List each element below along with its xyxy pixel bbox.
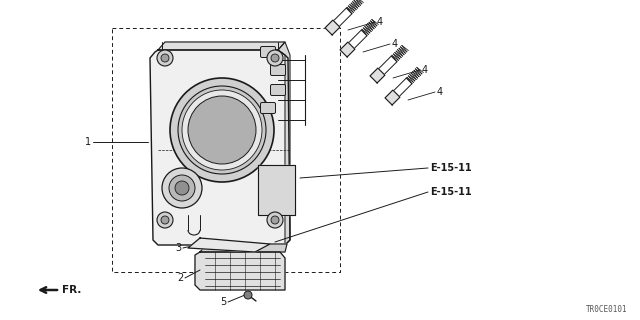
Polygon shape [195, 252, 285, 290]
Circle shape [244, 291, 252, 299]
Circle shape [169, 175, 195, 201]
Circle shape [271, 216, 279, 224]
Text: TR0CE0101: TR0CE0101 [586, 305, 628, 314]
Polygon shape [158, 42, 285, 50]
Text: 4: 4 [377, 17, 383, 27]
Text: 4: 4 [437, 87, 443, 97]
Circle shape [178, 86, 266, 174]
Text: FR.: FR. [62, 285, 81, 295]
Text: 3: 3 [175, 243, 181, 253]
Polygon shape [258, 165, 295, 215]
Circle shape [267, 212, 283, 228]
Circle shape [271, 54, 279, 62]
Text: 4: 4 [422, 65, 428, 75]
Circle shape [161, 54, 169, 62]
Circle shape [157, 50, 173, 66]
Circle shape [175, 181, 189, 195]
Circle shape [170, 78, 274, 182]
Circle shape [161, 216, 169, 224]
Polygon shape [150, 50, 290, 245]
Text: 5: 5 [220, 297, 226, 307]
Circle shape [182, 90, 262, 170]
Text: E-15-11: E-15-11 [430, 187, 472, 197]
Text: 1: 1 [85, 137, 91, 147]
Polygon shape [370, 68, 385, 83]
Text: 2: 2 [177, 273, 183, 283]
FancyBboxPatch shape [260, 46, 275, 58]
Polygon shape [200, 244, 287, 252]
Text: 4: 4 [392, 39, 398, 49]
Circle shape [267, 50, 283, 66]
FancyBboxPatch shape [260, 102, 275, 114]
FancyBboxPatch shape [271, 84, 285, 95]
FancyBboxPatch shape [271, 65, 285, 76]
Polygon shape [325, 20, 340, 35]
Text: E-15-11: E-15-11 [430, 163, 472, 173]
Circle shape [157, 212, 173, 228]
Polygon shape [278, 42, 290, 245]
Polygon shape [385, 90, 400, 105]
Polygon shape [340, 42, 355, 57]
Circle shape [188, 96, 256, 164]
Circle shape [162, 168, 202, 208]
Polygon shape [188, 238, 270, 252]
